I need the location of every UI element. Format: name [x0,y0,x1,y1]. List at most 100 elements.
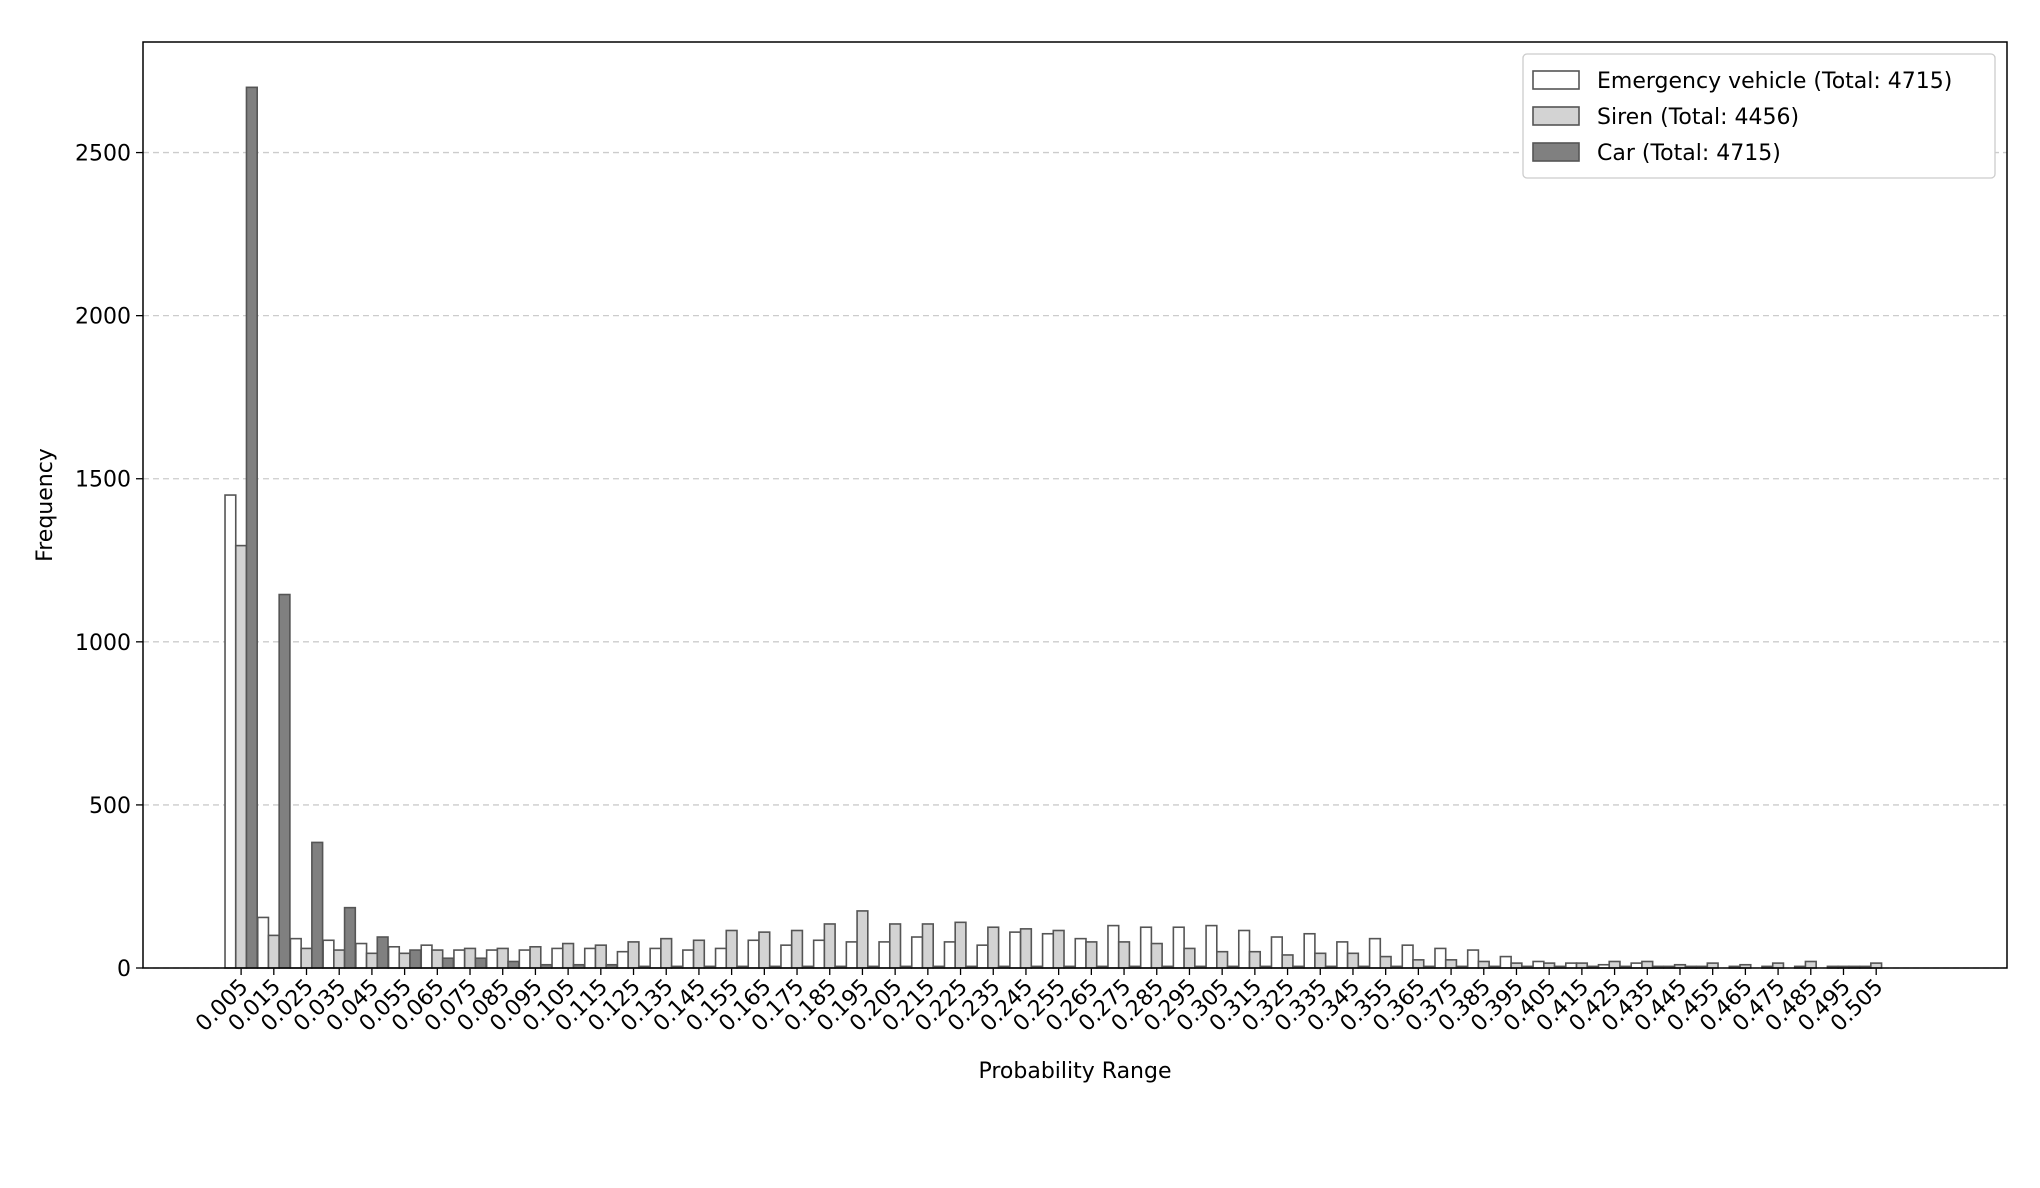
legend-label: Emergency vehicle (Total: 4715) [1597,69,1952,94]
bar [725,929,738,969]
bar [267,934,280,969]
bar [1346,952,1360,969]
bar [300,947,313,969]
bar [1150,942,1163,969]
bar [507,960,520,969]
y-tick-label: 2000 [75,305,131,330]
bar [1412,959,1425,969]
bar [1052,929,1065,969]
plot-frame [142,41,2008,969]
bar [758,931,771,969]
bar [485,949,499,969]
legend-swatch [1532,106,1580,126]
bar [1085,941,1098,969]
y-tick-label: 0 [117,957,131,982]
legend-swatch [1532,142,1580,162]
bar [1444,959,1458,969]
bar [245,86,258,969]
bar [1009,931,1022,969]
bar [856,910,869,969]
bar [1608,960,1621,969]
bar [910,936,924,969]
y-tick-label: 2500 [75,142,131,167]
bar [441,957,455,969]
bar [431,949,444,969]
legend-swatch [1532,70,1580,90]
bar [954,921,967,969]
bar [1804,960,1817,969]
bar [1183,947,1196,969]
bar [616,950,629,969]
bar [790,929,804,969]
bar [1466,949,1480,969]
bar [355,942,368,969]
bar [1074,937,1087,969]
legend-label: Car (Total: 4715) [1597,141,1781,166]
y-tick-label: 500 [89,794,131,819]
bar [1215,950,1229,969]
bar [1139,926,1153,969]
x-axis-label: Probability Range [978,1059,1171,1084]
y-tick-label: 1500 [75,468,131,493]
y-tick-label: 1000 [75,631,131,656]
bar [878,941,891,969]
bar [1434,947,1447,969]
bar [1117,941,1131,969]
bar [1281,954,1294,969]
bar [1477,960,1490,969]
bar [376,936,389,969]
bar [1019,928,1033,969]
bar [888,923,902,969]
bar [1237,929,1251,969]
bar [474,957,487,969]
bar [1172,926,1185,969]
bar [714,947,728,969]
bar [311,841,324,969]
bar [1368,937,1382,969]
bar [453,949,466,969]
bar [234,544,248,969]
bar [420,944,433,969]
bar [649,947,662,969]
bar [1641,960,1654,969]
legend-frame [1522,53,1996,179]
bar [943,941,956,969]
bar [1248,950,1262,969]
bar [387,945,401,969]
bar [1205,924,1218,969]
bar [1270,936,1284,969]
legend-label: Siren (Total: 4456) [1597,105,1799,130]
bar [747,939,760,969]
bar [627,941,640,969]
bar [682,949,695,969]
bar [1303,932,1316,969]
bar [561,942,575,969]
bar [1041,932,1055,969]
legend: Emergency vehicle (Total: 4715) Siren (To… [1522,53,1996,179]
bar [256,916,270,969]
bar [496,947,509,969]
bar [224,494,237,969]
bar [845,941,858,969]
bar [1401,944,1414,969]
bar [1499,955,1512,969]
bar [551,947,564,969]
bar [398,952,411,969]
bar [1107,924,1120,969]
bar [529,945,542,969]
bar [365,952,379,969]
bar [1314,952,1327,969]
bar [823,923,836,969]
bar [463,947,477,969]
bar [278,593,291,969]
bar [780,944,793,969]
bar [976,944,989,969]
bar [322,939,335,969]
bar [1532,960,1545,969]
bar [987,926,1000,969]
bar [660,937,673,969]
bar [692,939,706,969]
bar [1336,941,1349,969]
bar [1379,955,1392,969]
